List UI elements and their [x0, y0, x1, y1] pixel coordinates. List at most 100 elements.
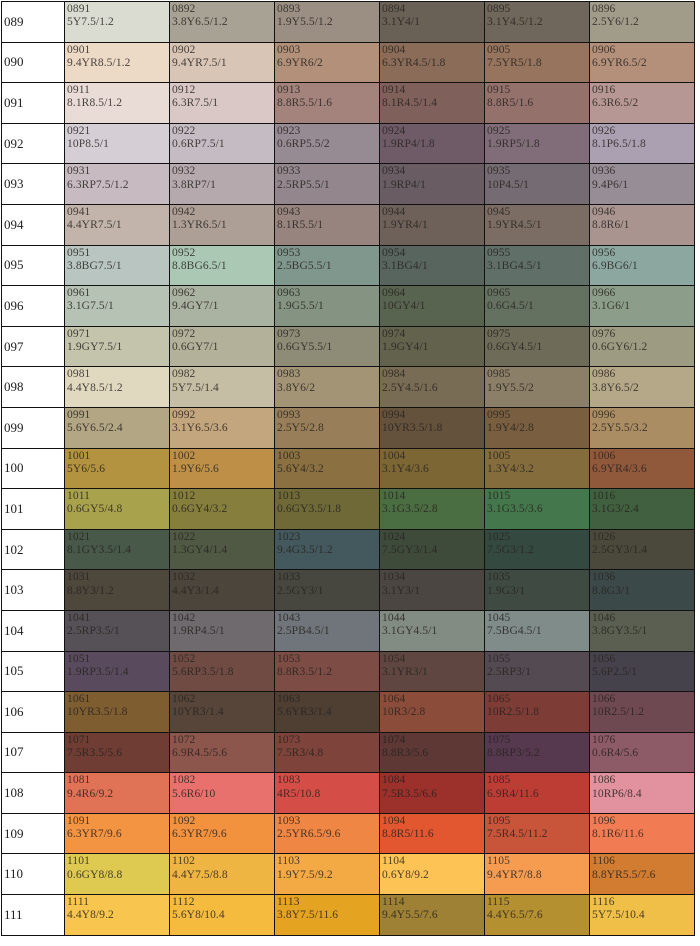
row-label: 104	[1, 609, 65, 652]
cell-munsell-notation: 3.1YR3/1	[382, 665, 428, 678]
cell-code: 0903	[277, 43, 301, 56]
color-cell: 0894 3.1Y4/1	[379, 1, 485, 43]
color-cell: 1021 8.1GY3.5/1.4	[64, 528, 170, 571]
cell-munsell-notation: 5Y7.5/1.4	[172, 381, 219, 394]
cell-munsell-notation: 3.1Y4.5/1.2	[487, 16, 543, 29]
cell-code: 0923	[277, 124, 301, 137]
color-cell: 0931 6.3RP7.5/1.2	[64, 163, 170, 205]
cell-munsell-notation: 8.1GY3.5/1.4	[67, 543, 132, 556]
cell-munsell-notation: 0.6GY3.5/1.8	[277, 503, 342, 516]
cell-munsell-notation: 4.4Y8.5/1.2	[67, 381, 123, 394]
cell-munsell-notation: 8.8R5/1.6	[487, 97, 534, 110]
color-cell: 1081 9.4R6/9.2	[64, 772, 170, 814]
color-cell: 0893 1.9Y5.5/1.2	[274, 1, 380, 43]
row-label: 095	[1, 244, 65, 287]
color-cell: 0924 1.9RP4/1.8	[379, 122, 485, 165]
color-cell: 0941 4.4YR7.5/1	[64, 203, 170, 246]
cell-munsell-notation: 6.3RP7.5/1.2	[67, 178, 129, 191]
color-cell: 0986 3.8Y6.5/2	[589, 366, 695, 408]
cell-munsell-notation: 6.3R6.5/2	[592, 97, 639, 110]
cell-code: 1055	[487, 652, 511, 665]
cell-munsell-notation: 9.4G3.5/1.2	[277, 543, 333, 556]
cell-code: 0891	[67, 3, 91, 15]
cell-code: 0926	[592, 124, 616, 137]
cell-code: 0931	[67, 165, 91, 178]
cell-code: 0905	[487, 43, 511, 56]
table-row: 103 1031 8.8Y3/1.2 1032 4.4Y3/1.4 1033 2.5GY3/…	[1, 569, 695, 611]
color-cell: 0942 1.3YR6.5/1	[169, 203, 275, 246]
cell-munsell-notation: 4.4Y3/1.4	[172, 584, 219, 597]
cell-munsell-notation: 0.6GY4.5/1	[487, 340, 543, 353]
color-cell: 1034 3.1Y3/1	[379, 569, 485, 611]
color-cell: 1025 7.5G3/1.2	[484, 528, 590, 571]
cell-code: 1085	[487, 774, 511, 787]
cell-code: 1114	[382, 896, 405, 909]
row-label: 089	[1, 1, 65, 43]
cell-code: 0953	[277, 246, 301, 259]
row-label: 110	[1, 853, 65, 896]
color-cell: 0945 1.9YR4.5/1	[484, 203, 590, 246]
color-cell: 1072 6.9R4.5/5.6	[169, 731, 275, 774]
table-row: 102 1021 8.1GY3.5/1.4 1022 1.3GY4/1.4 1023 9.4…	[1, 528, 695, 571]
color-cell: 1096 8.1R6/11.6	[589, 812, 695, 855]
cell-code: 0996	[592, 408, 616, 421]
cell-munsell-notation: 1.9Y6/5.6	[172, 462, 219, 475]
cell-code: 1091	[67, 814, 91, 827]
color-cell: 0981 4.4Y8.5/1.2	[64, 366, 170, 408]
cell-munsell-notation: 8.8G3/1	[592, 584, 631, 597]
cell-munsell-notation: 6.9R4.5/5.6	[172, 746, 228, 759]
cell-code: 1113	[277, 896, 300, 909]
cell-code: 0934	[382, 165, 406, 178]
cell-munsell-notation: 5.6Y6.5/2.4	[67, 422, 123, 435]
color-cell: 1033 2.5GY3/1	[274, 569, 380, 611]
color-cell: 1064 10R3/2.8	[379, 691, 485, 733]
color-cell: 1044 3.1GY4.5/1	[379, 609, 485, 652]
row-label: 090	[1, 41, 65, 84]
row-label: 091	[1, 82, 65, 124]
color-cell: 1054 3.1YR3/1	[379, 650, 485, 693]
cell-munsell-notation: 1.9Y5.5/2	[487, 381, 534, 394]
cell-munsell-notation: 1.9YR4/1	[382, 219, 428, 232]
cell-code: 0991	[67, 408, 91, 421]
table-row: 106 1061 10YR3.5/1.8 1062 10YR3/1.4 1063 5.6YR…	[1, 691, 695, 733]
cell-munsell-notation: 9.4P6/1	[592, 178, 629, 191]
cell-code: 0984	[382, 368, 406, 381]
cell-code: 0966	[592, 287, 616, 300]
color-cell: 1006 6.9YR4/3.6	[589, 447, 695, 490]
cell-code: 1035	[487, 571, 511, 584]
cell-code: 0945	[487, 205, 511, 218]
cell-munsell-notation: 5.6P2.5/1	[592, 665, 637, 678]
cell-code: 0993	[277, 408, 301, 421]
cell-munsell-notation: 3.8Y7.5/11.6	[277, 909, 339, 922]
color-cell: 1012 0.6GY4/3.2	[169, 488, 275, 530]
cell-munsell-notation: 1.3Y4/3.2	[487, 462, 534, 475]
cell-code: 1092	[172, 814, 196, 827]
color-cell: 1115 4.4Y6.5/7.6	[484, 894, 590, 936]
cell-code: 1011	[67, 490, 90, 503]
color-cell: 1042 1.9RP4.5/1	[169, 609, 275, 652]
cell-munsell-notation: 3.1G3.5/2.8	[382, 503, 438, 516]
cell-munsell-notation: 3.1GY4.5/1	[382, 625, 438, 638]
cell-code: 1096	[592, 814, 616, 827]
cell-code: 1002	[172, 449, 196, 462]
color-cell: 1074 8.8R3/5.6	[379, 731, 485, 774]
color-cell: 0936 9.4P6/1	[589, 163, 695, 205]
cell-munsell-notation: 3.8GY3.5/1	[592, 625, 648, 638]
cell-munsell-notation: 10P4.5/1	[487, 178, 530, 191]
cell-munsell-notation: 3.8Y6.5/2	[592, 381, 639, 394]
cell-munsell-notation: 6.9YR4/3.6	[592, 462, 647, 475]
cell-munsell-notation: 2.5Y5/2.8	[277, 422, 324, 435]
color-cell: 0992 3.1Y6.5/3.6	[169, 406, 275, 449]
table-row: 099 0991 5.6Y6.5/2.4 0992 3.1Y6.5/3.6 0993 2.5…	[1, 406, 695, 449]
color-cell: 0976 0.6GY6/1.2	[589, 325, 695, 368]
cell-munsell-notation: 10YR3.5/1.8	[382, 422, 443, 435]
cell-munsell-notation: 7.5G3/1.2	[487, 543, 534, 556]
color-cell: 1073 7.5R3/4.8	[274, 731, 380, 774]
cell-code: 0955	[487, 246, 511, 259]
color-cell: 0921 10P8.5/1	[64, 122, 170, 165]
cell-munsell-notation: 3.1Y4/1	[382, 16, 421, 29]
color-cell: 0955 3.1BG4.5/1	[484, 244, 590, 287]
table-row: 094 0941 4.4YR7.5/1 0942 1.3YR6.5/1 0943 8.1R5…	[1, 203, 695, 246]
cell-code: 1082	[172, 774, 196, 787]
cell-munsell-notation: 0.6GY6/1.2	[592, 340, 648, 353]
